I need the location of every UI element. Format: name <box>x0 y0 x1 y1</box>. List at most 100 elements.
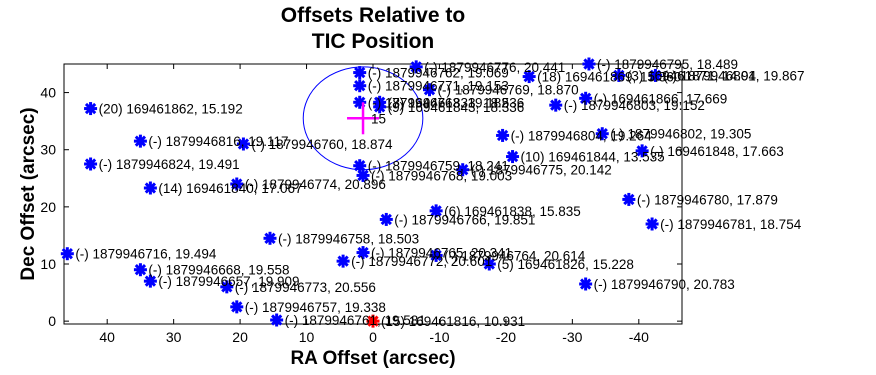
point-label: (-) 1879946757, 19.338 <box>245 300 386 315</box>
x-tick-label: 30 <box>166 329 182 345</box>
point-marker <box>263 231 277 245</box>
point-marker <box>353 66 367 80</box>
point-label: (-) 1879946765, 20.341 <box>371 246 512 261</box>
point-marker <box>579 277 593 291</box>
point-marker <box>582 57 596 71</box>
point-label: (-) 1879946761, 19.581 <box>285 313 426 328</box>
x-tick-label: -40 <box>629 329 649 345</box>
point-marker <box>622 192 636 206</box>
point-label: (3) 169461871, 14.94 <box>627 68 757 83</box>
point-label: (-) 169461866, 17.669 <box>594 91 728 106</box>
point-label: (-) 1879946771, 19.153 <box>368 79 509 94</box>
point-label: (-) 1879946769, 18.870 <box>437 83 578 98</box>
y-tick-label: 20 <box>40 199 56 215</box>
point-marker <box>353 79 367 93</box>
point-label: (-) 1879946668, 19.558 <box>148 263 289 278</box>
y-tick-label: 40 <box>40 85 56 101</box>
point-label: (-) 1879946758, 18.503 <box>278 231 419 246</box>
point-marker <box>133 263 147 277</box>
point-label: (-) 1879946760, 18.874 <box>251 137 393 152</box>
point-marker <box>645 217 659 231</box>
point-marker <box>336 254 350 268</box>
point-label: (-) 1879946759, 18.241 <box>368 159 509 174</box>
point-label: (-) 1879946774, 20.896 <box>245 177 386 192</box>
point-label: (-) 1879946764, 20.614 <box>444 248 586 263</box>
point-marker <box>270 313 284 327</box>
chart-title-line-2: TIC Position <box>312 30 435 53</box>
point-label: (6) 169461838, 15.835 <box>444 204 581 219</box>
y-tick-label: 30 <box>40 142 56 158</box>
point-label: (-) 1879946762, 19.069 <box>368 66 509 81</box>
point-marker <box>506 150 520 164</box>
point-label: (-) 169461848, 17.663 <box>650 144 784 159</box>
point-label: (-) 1879946804, 19.264 <box>511 128 653 143</box>
point-label: (-) 1879946790, 20.783 <box>594 277 735 292</box>
point-label: (-) 1879946780, 17.879 <box>637 192 778 207</box>
point-marker <box>612 68 626 82</box>
point-marker <box>230 300 244 314</box>
point-label: (-) 1879946801, 19.867 <box>663 68 804 83</box>
point-marker <box>84 157 98 171</box>
point-label: (-) 1879946781, 18.754 <box>660 217 802 232</box>
x-tick-label: 10 <box>299 329 315 345</box>
x-tick-label: 20 <box>232 329 248 345</box>
point-label: (-) 1879946773, 20.556 <box>235 280 376 295</box>
point-label: (-) 1879946766, 19.851 <box>394 212 535 227</box>
x-tick-label: -20 <box>496 329 516 345</box>
point-marker <box>379 212 393 226</box>
point-label: (20) 169461862, 15.192 <box>99 102 243 117</box>
point-marker <box>549 98 563 112</box>
tic-cross-label: 15 <box>371 111 386 126</box>
y-tick-label: 0 <box>48 313 56 329</box>
point-label: (9) 169461843, 18.336 <box>388 100 525 115</box>
x-axis-label: RA Offset (arcsec) <box>290 348 455 369</box>
x-tick-label: 40 <box>99 329 115 345</box>
point-marker <box>356 246 370 260</box>
point-marker <box>84 102 98 116</box>
point-label: (-) 1879946772, 20.601 <box>351 254 492 269</box>
point-marker <box>422 83 436 97</box>
x-tick-label: 0 <box>369 329 377 345</box>
point-marker <box>635 144 649 158</box>
y-axis-label: Dec Offset (arcsec) <box>18 107 39 280</box>
chart-title-line-1: Offsets Relative to <box>281 4 465 27</box>
point-label: (18) 169461869, 15.360 <box>537 70 681 85</box>
target-label: (15) 169461816, 10.931 <box>381 314 525 329</box>
point-label: (-) 1879946768, 19.003 <box>371 168 512 183</box>
point-marker <box>230 177 244 191</box>
point-marker <box>648 68 662 82</box>
point-label: (5) 169461826, 15.228 <box>497 257 634 272</box>
point-label: (-) 1879946716, 19.494 <box>75 247 217 262</box>
point-marker <box>429 248 443 262</box>
point-label: (-) 1879946824, 19.491 <box>99 157 240 172</box>
point-marker <box>373 100 387 114</box>
point-label: (-) 1879946802, 19.305 <box>610 127 751 142</box>
point-marker <box>482 257 496 271</box>
y-tick-label: 10 <box>40 256 56 272</box>
point-marker <box>496 128 510 142</box>
point-marker <box>60 247 74 261</box>
point-marker <box>595 127 609 141</box>
point-label: (-) 1879946803, 19.152 <box>564 98 705 113</box>
point-label: (-) 1879946776, 20.441 <box>424 60 565 75</box>
point-marker <box>429 204 443 218</box>
x-tick-label: -10 <box>429 329 449 345</box>
x-tick-label: -30 <box>562 329 582 345</box>
point-label: (-) 1879946763, 19.182 <box>368 95 509 110</box>
point-marker <box>143 181 157 195</box>
point-marker <box>579 91 593 105</box>
point-label: (-) 1879946775, 20.142 <box>471 163 612 178</box>
point-label: (-) 1879946657, 19.909 <box>158 274 299 289</box>
point-marker <box>143 274 157 288</box>
target-marker <box>366 314 380 328</box>
point-label: (7) 169461833, 18.536 <box>388 95 525 110</box>
point-marker <box>356 168 370 182</box>
point-label: (14) 169461840, 17.067 <box>158 181 302 196</box>
point-marker <box>522 70 536 84</box>
point-label: (-) 1879946795, 18.489 <box>597 57 738 72</box>
point-marker <box>220 280 234 294</box>
point-label: (10) 169461844, 13.535 <box>521 150 665 165</box>
point-marker <box>236 137 250 151</box>
point-marker <box>133 134 147 148</box>
